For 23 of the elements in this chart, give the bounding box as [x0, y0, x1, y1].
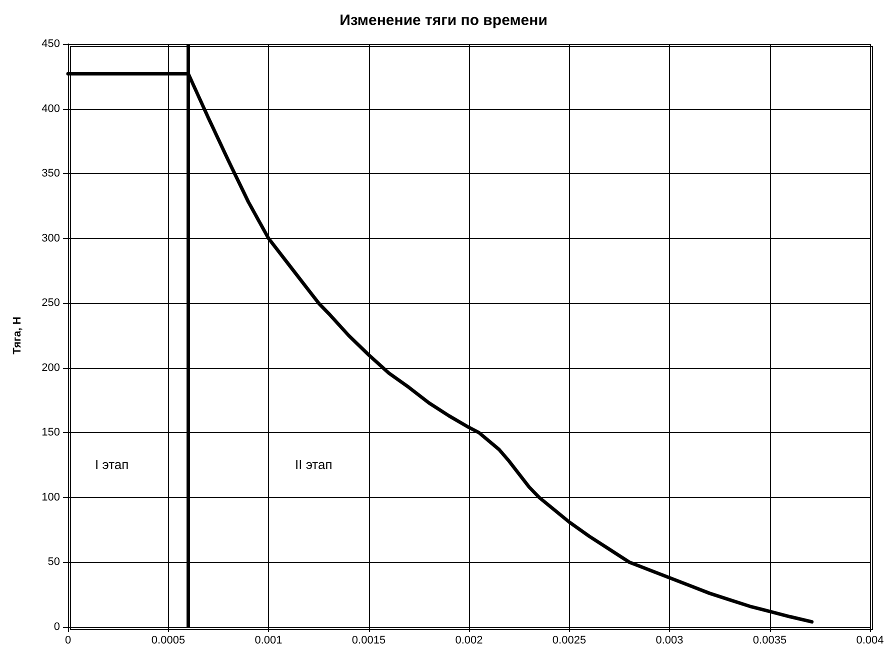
y-axis-title: Тяга, Н	[12, 316, 24, 354]
y-tick-label: 450	[42, 38, 60, 50]
x-tick-label: 0.0015	[352, 634, 386, 646]
y-tick-label: 400	[42, 102, 60, 115]
x-tick-label: 0.003	[656, 634, 684, 646]
y-tick-label: 200	[42, 362, 60, 374]
annotation: I этап	[95, 457, 129, 472]
x-tick-label: 0	[64, 634, 72, 646]
y-tick-label: 100	[42, 491, 60, 504]
y-tick-label: 150	[42, 426, 60, 439]
x-tick-label: 0.002	[455, 634, 483, 646]
x-tick-label: 0.0025	[552, 634, 586, 646]
y-tick-label: 250	[42, 297, 60, 310]
y-tick-label: 0	[54, 621, 60, 633]
x-tick-label: 0.0005	[151, 634, 186, 646]
y-tick-label: 50	[48, 556, 60, 568]
x-tick-label: 0.004	[856, 634, 884, 646]
y-tick-label: 350	[42, 168, 60, 180]
x-tick-label: 0.0035	[752, 634, 787, 646]
chart-title: Изменение тяги по времени	[340, 12, 548, 29]
x-tick-label: 0.001	[254, 634, 282, 646]
annotation: II этап	[295, 457, 332, 472]
y-tick-label: 300	[42, 232, 60, 244]
